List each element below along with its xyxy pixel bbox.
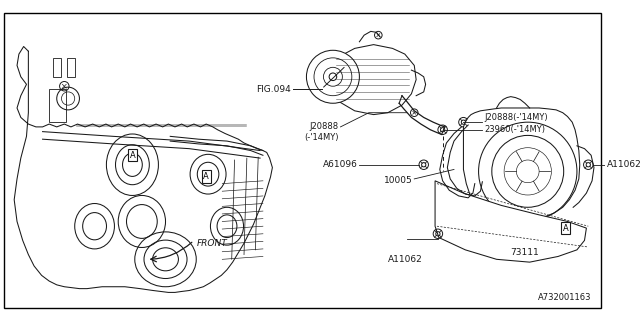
Text: 23960(-'14MY): 23960(-'14MY): [484, 125, 545, 134]
Text: J20888(-'14MY): J20888(-'14MY): [484, 113, 548, 122]
Text: 73111: 73111: [511, 248, 540, 257]
Polygon shape: [435, 181, 586, 262]
Text: (-'14MY): (-'14MY): [304, 133, 339, 142]
Text: 10005: 10005: [383, 176, 412, 185]
Circle shape: [307, 50, 360, 103]
Text: FRONT: FRONT: [196, 239, 227, 248]
Text: A: A: [204, 172, 209, 181]
Text: A11062: A11062: [607, 160, 640, 169]
Text: A61096: A61096: [323, 160, 358, 169]
Text: A11062: A11062: [387, 255, 422, 264]
Bar: [53, 58, 61, 77]
Bar: [67, 58, 75, 77]
Text: FIG.094: FIG.094: [257, 84, 291, 93]
Polygon shape: [463, 108, 580, 220]
Text: A: A: [129, 151, 135, 160]
Polygon shape: [326, 44, 416, 115]
Text: J20888: J20888: [310, 122, 339, 132]
Text: A732001163: A732001163: [538, 293, 591, 302]
Text: A: A: [563, 224, 568, 233]
